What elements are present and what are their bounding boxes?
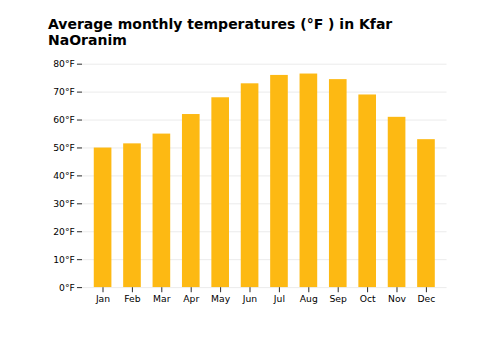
- svg-text:20°F: 20°F: [53, 226, 75, 237]
- svg-text:Jun: Jun: [242, 293, 258, 304]
- html-text:Average monthly temperatures (: Average monthly temperatures (°F ) in Kf…: [48, 16, 393, 48]
- svg-text:Jul: Jul: [273, 293, 285, 304]
- svg-text:Nov: Nov: [388, 293, 407, 304]
- svg-text:80°F: 80°F: [53, 58, 75, 69]
- svg-text:Feb: Feb: [124, 293, 140, 304]
- svg-text:Jan: Jan: [95, 293, 110, 304]
- svg-text:0°F: 0°F: [59, 282, 75, 293]
- svg-text:Aug: Aug: [300, 293, 318, 304]
- svg-text:Dec: Dec: [417, 293, 435, 304]
- svg-text:10°F: 10°F: [53, 254, 75, 265]
- svg-text:30°F: 30°F: [53, 198, 75, 209]
- svg-text:60°F: 60°F: [53, 114, 75, 125]
- svg-text:40°F: 40°F: [53, 170, 75, 181]
- svg-text:Mar: Mar: [153, 293, 171, 304]
- svg-text:70°F: 70°F: [53, 86, 75, 97]
- svg-text:50°F: 50°F: [53, 142, 75, 153]
- svg-text:May: May: [211, 293, 231, 304]
- svg-text:Apr: Apr: [183, 293, 199, 304]
- svg-text:Oct: Oct: [360, 293, 376, 304]
- svg-text:Sep: Sep: [330, 293, 348, 304]
